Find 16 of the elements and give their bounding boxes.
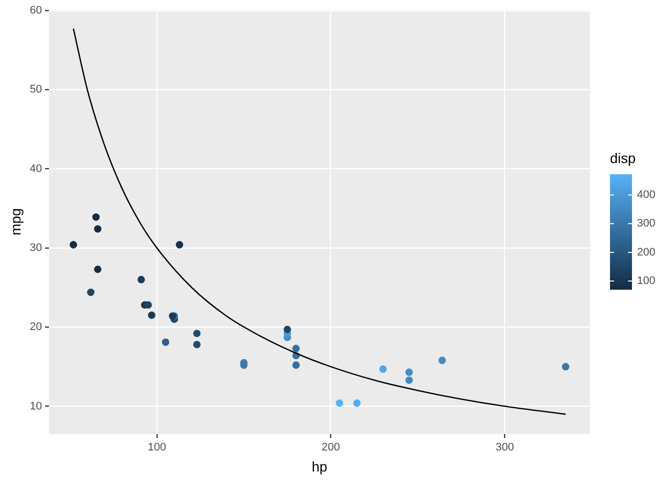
color-bar-label: 300	[637, 218, 656, 230]
color-bar-title: disp	[610, 150, 636, 166]
x-tick-label: 300	[496, 442, 514, 454]
color-bar-label: 100	[637, 275, 656, 288]
color-bar-label: 200	[637, 246, 656, 258]
y-tick-label: 20	[30, 321, 42, 334]
y-tick-label: 30	[30, 242, 42, 254]
y-axis-title: mpg	[7, 208, 24, 236]
color-bar-label: 400	[637, 188, 656, 201]
x-axis-title: hp	[312, 458, 328, 474]
y-tick-label: 10	[30, 400, 42, 412]
x-tick-label: 100	[148, 442, 166, 454]
x-tick-label: 200	[322, 442, 340, 454]
y-tick-label: 50	[30, 84, 42, 96]
y-tick-label: 40	[30, 162, 42, 175]
y-tick-label: 60	[30, 4, 42, 16]
